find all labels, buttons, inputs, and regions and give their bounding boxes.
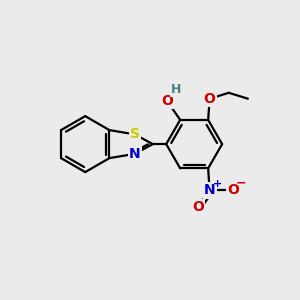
Text: +: + — [213, 179, 223, 189]
Text: H: H — [171, 83, 181, 96]
Text: N: N — [204, 183, 215, 197]
Text: −: − — [236, 177, 247, 190]
Text: O: O — [204, 92, 216, 106]
Text: O: O — [161, 94, 173, 108]
Text: O: O — [192, 200, 204, 214]
Text: S: S — [130, 127, 140, 141]
Text: N: N — [129, 147, 140, 161]
Text: O: O — [227, 183, 239, 197]
